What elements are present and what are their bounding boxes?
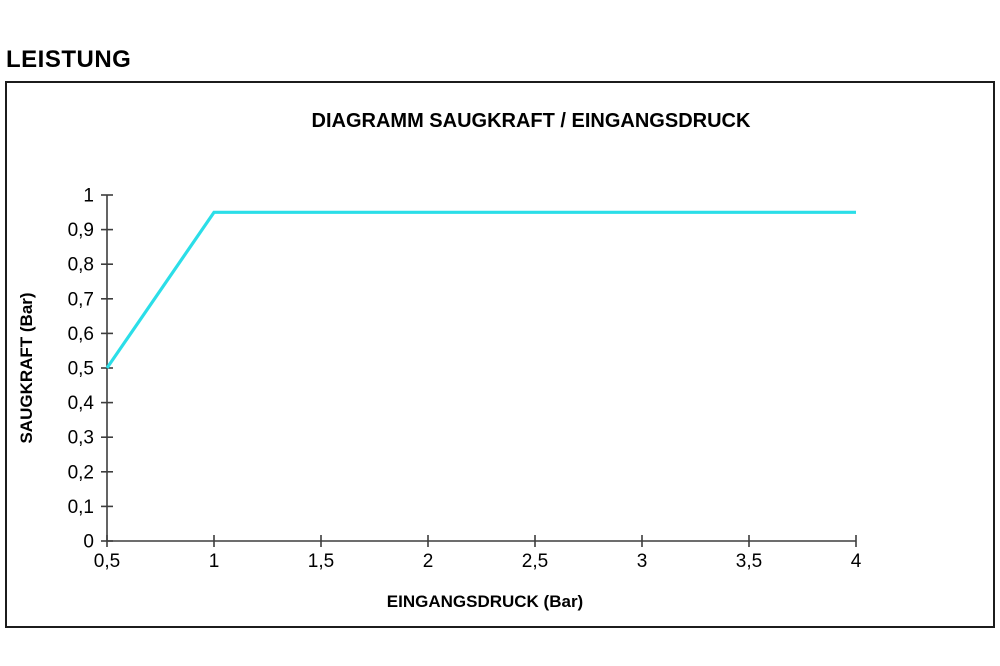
y-tick-label: 0 (83, 532, 94, 553)
x-axis-title: EINGANGSDRUCK (Bar) (387, 592, 583, 611)
page-title: LEISTUNG (6, 46, 132, 74)
x-tick-label: 2 (423, 551, 434, 572)
y-tick-label: 0,7 (68, 289, 94, 310)
x-tick-label: 4 (851, 551, 862, 572)
x-tick-label: 1,5 (308, 551, 334, 572)
y-tick-label: 0,2 (68, 462, 94, 483)
chart-svg: DIAGRAMM SAUGKRAFT / EINGANGSDRUCK 00,10… (17, 110, 862, 611)
data-series-line (105, 210, 856, 369)
x-tick-label: 3 (637, 551, 648, 572)
y-tick-label: 1 (83, 186, 94, 207)
x-tick-label: 0,5 (94, 551, 120, 572)
x-tick-label: 3,5 (736, 551, 762, 572)
y-tick-label: 0,4 (68, 393, 95, 414)
y-tick-label: 0,6 (68, 324, 94, 345)
chart-frame: DIAGRAMM SAUGKRAFT / EINGANGSDRUCK 0 0,1 0… (5, 81, 995, 628)
x-tick-label: 2,5 (522, 551, 548, 572)
y-tick-label: 0,8 (68, 255, 94, 276)
y-tick-label: 0,3 (68, 428, 94, 449)
chart-title: DIAGRAMM SAUGKRAFT / EINGANGSDRUCK (312, 110, 751, 132)
y-tick-label: 0,9 (68, 220, 94, 241)
y-tick-label: 0,5 (68, 359, 94, 380)
y-axis-title: SAUGKRAFT (Bar) (17, 292, 36, 443)
series-group (105, 210, 856, 369)
axes-group: 0 0,1 0,2 0,3 0,4 0,5 0,6 0,7 0,8 0,9 1 0,5 1 1,5 2 2,5… (68, 186, 862, 573)
y-tick-label: 0,1 (68, 497, 94, 518)
x-tick-label: 1 (209, 551, 220, 572)
